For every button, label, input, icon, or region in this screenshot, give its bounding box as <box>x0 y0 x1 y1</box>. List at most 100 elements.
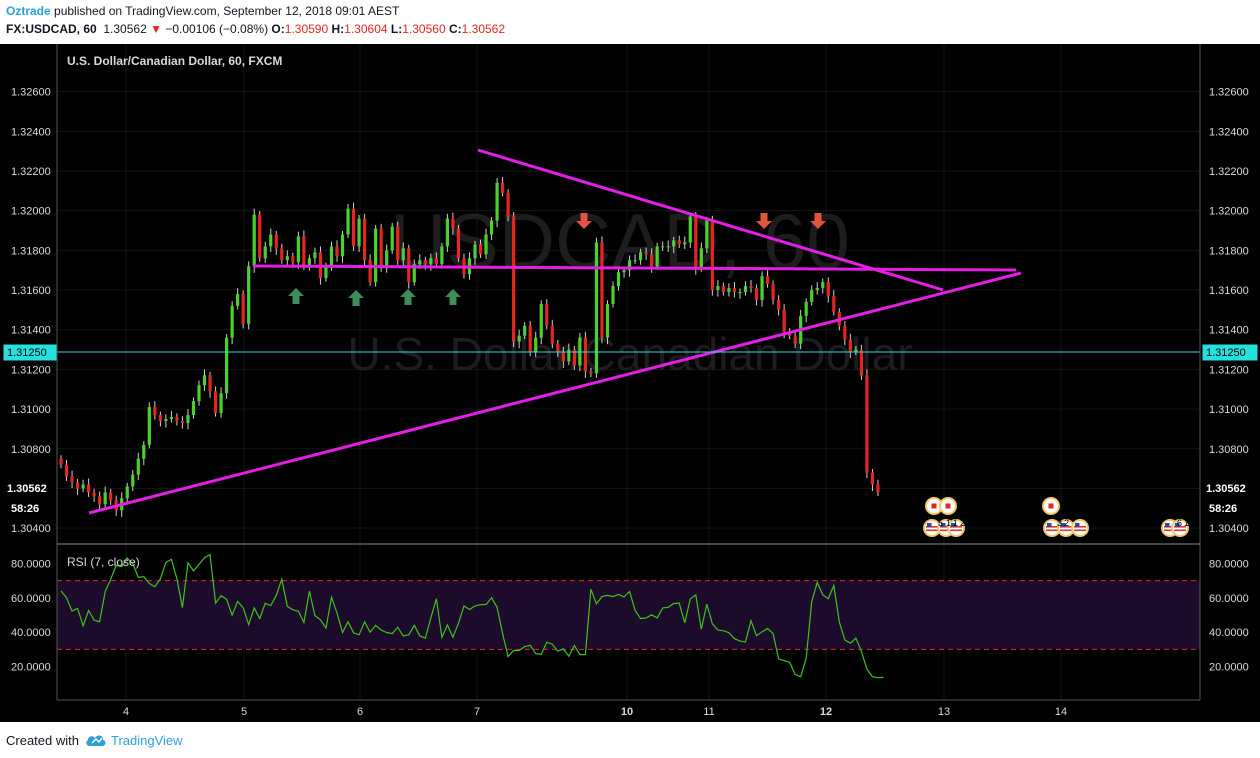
flag-stripe <box>1174 526 1186 528</box>
candle-up <box>815 288 819 291</box>
flag-stripe <box>1046 526 1058 528</box>
candle-up <box>81 484 85 489</box>
right-scale-bg[interactable] <box>1200 44 1260 722</box>
badge-count: 1 <box>1184 518 1189 528</box>
crosshair-tag-left-bg <box>3 344 57 361</box>
candle-down <box>501 182 505 193</box>
drawings[interactable] <box>88 148 1022 515</box>
countdown-left: 58:26 <box>11 503 39 515</box>
candle-up <box>716 286 720 291</box>
candle-up <box>186 415 190 423</box>
up-arrow-icon[interactable] <box>445 289 461 305</box>
down-arrow-icon[interactable] <box>756 213 772 229</box>
rsi-band <box>57 580 1200 650</box>
candle-up <box>738 292 742 294</box>
ca-event-icon[interactable] <box>1042 497 1060 515</box>
flag-stripe <box>1164 526 1176 528</box>
candle-down <box>92 492 96 497</box>
us-event-icon[interactable] <box>947 519 965 537</box>
flag-canton <box>1165 523 1170 527</box>
candle-up <box>821 282 825 289</box>
candle-up <box>313 252 317 259</box>
close-label: C: <box>448 22 462 36</box>
candle-down <box>694 216 698 269</box>
candle-down <box>721 286 725 293</box>
us-event-icon[interactable] <box>1057 519 1075 537</box>
tradingview-cloud-icon <box>85 733 107 750</box>
candle-up <box>594 242 599 374</box>
crosshair-tag-right: 1.31250 <box>1206 347 1246 359</box>
us-event-icon[interactable] <box>923 519 941 537</box>
candle-down <box>241 294 245 324</box>
down-arrow-icon[interactable] <box>810 213 826 229</box>
up-arrow-icon[interactable] <box>400 289 416 305</box>
us-event-icon[interactable] <box>1071 519 1089 537</box>
resistance-trendline[interactable] <box>477 148 944 292</box>
candle-down <box>848 339 852 352</box>
tradingview-link[interactable]: TradingView <box>110 733 183 748</box>
price-tag-left: 1.30562 <box>7 483 47 495</box>
chart-svg[interactable]: USDCAD, 60 U.S. Dollar/Canadian Dollar 5… <box>0 44 1260 722</box>
candle-up <box>616 272 621 287</box>
y-tick-left: 1.32400 <box>11 126 51 138</box>
flag-canton <box>941 523 946 527</box>
author-link[interactable]: Oztrade <box>6 4 51 18</box>
ca-event-icon[interactable] <box>939 497 957 515</box>
candle-down <box>644 252 648 255</box>
flag-stripe <box>1074 526 1086 528</box>
us-event-icon[interactable] <box>1043 519 1061 537</box>
flag-canton <box>1075 523 1080 527</box>
y-tick-left: 1.32600 <box>11 87 51 99</box>
down-arrow-icon[interactable] <box>576 213 592 229</box>
ca-event-icon[interactable] <box>925 497 943 515</box>
candle-up <box>230 305 234 338</box>
us-event-icon[interactable] <box>1171 519 1189 537</box>
y-tick-right: 1.32200 <box>1209 166 1249 178</box>
watermark-name: U.S. Dollar/Canadian Dollar <box>347 328 912 380</box>
candle-down <box>793 335 797 344</box>
rsi-tick-left: 40.0000 <box>11 627 51 639</box>
support-trendline[interactable] <box>88 271 1022 515</box>
candle-up <box>760 276 764 300</box>
candle-up <box>484 234 488 255</box>
y-tick-right: 1.31000 <box>1209 404 1249 416</box>
x-tick: 4 <box>123 706 129 718</box>
candle-down <box>777 299 781 310</box>
rsi-series <box>60 553 884 679</box>
arrow-markers[interactable] <box>288 213 826 306</box>
flag-stripe <box>950 529 962 532</box>
flag-stripe <box>1174 529 1186 532</box>
up-arrow-icon[interactable] <box>288 288 304 304</box>
y-tick-right: 1.30800 <box>1209 444 1249 456</box>
candle-down <box>109 492 113 501</box>
y-tick-right: 1.32400 <box>1209 126 1249 138</box>
flag-canton <box>927 523 932 527</box>
up-arrow-icon[interactable] <box>348 290 364 306</box>
price-tag-right-bg <box>1202 480 1258 497</box>
candle-up <box>699 248 703 269</box>
candle-down <box>208 375 212 392</box>
candle-up <box>705 220 709 249</box>
badge-count: 2 <box>960 518 965 528</box>
rsi-label: RSI (7, close) <box>67 555 140 569</box>
candle-up <box>633 260 637 262</box>
horizontal-line[interactable] <box>252 264 1017 272</box>
candle-down <box>258 214 262 259</box>
candle-down <box>75 482 80 489</box>
chart-area[interactable]: USDCAD, 60 U.S. Dollar/Canadian Dollar 5… <box>0 44 1260 722</box>
flag-stripe <box>926 526 938 528</box>
candle-up <box>622 270 626 273</box>
candle-up <box>743 286 748 293</box>
left-scale-bg[interactable] <box>0 44 57 722</box>
created-with-text: Created with <box>6 733 79 748</box>
y-tick-right: 1.32600 <box>1209 87 1249 99</box>
candle-down <box>583 337 587 372</box>
candle-down <box>451 218 455 229</box>
x-tick: 11 <box>703 706 714 718</box>
candle-up <box>683 242 687 245</box>
candle-down <box>302 236 306 267</box>
watermark-symbol: USDCAD, 60 <box>390 197 849 285</box>
candle-down <box>456 228 461 259</box>
candle-down <box>710 220 714 291</box>
